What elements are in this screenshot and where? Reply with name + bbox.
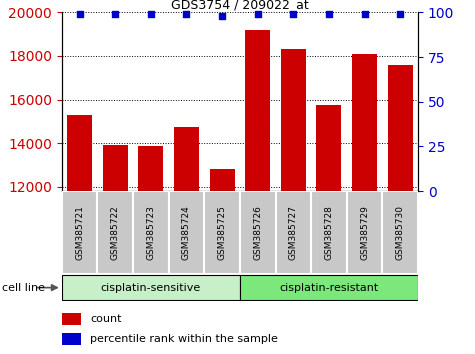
Text: GSM385721: GSM385721 (75, 205, 84, 260)
Bar (276, 191, 311, 274)
Point (147, 11, 155, 17)
Point (254, 11, 261, 17)
Text: cell line: cell line (2, 282, 46, 293)
Point (111, 11, 119, 17)
Point (218, 13, 226, 19)
Bar (97, 191, 133, 274)
Point (289, 11, 297, 17)
Bar (245, 30, 270, 191)
Bar (138, 147, 163, 191)
Text: percentile rank within the sample: percentile rank within the sample (90, 335, 278, 344)
Bar (352, 54, 377, 191)
Point (361, 11, 369, 17)
Bar (204, 191, 240, 274)
Bar (169, 191, 204, 274)
Point (182, 11, 190, 17)
Bar (62, 333, 81, 345)
Text: GSM385725: GSM385725 (218, 205, 227, 260)
Bar (316, 105, 342, 191)
Text: GSM385724: GSM385724 (182, 205, 191, 260)
Text: GSM385729: GSM385729 (360, 205, 369, 260)
Text: GSM385730: GSM385730 (396, 205, 405, 260)
Text: GSM385723: GSM385723 (146, 205, 155, 260)
Text: GSM385727: GSM385727 (289, 205, 298, 260)
Bar (103, 145, 128, 191)
Bar (311, 191, 347, 274)
Bar (281, 50, 306, 191)
Bar (62, 191, 97, 274)
Bar (174, 127, 199, 191)
Text: GSM385728: GSM385728 (324, 205, 333, 260)
Bar (240, 275, 418, 300)
Bar (133, 191, 169, 274)
Title: GDS3754 / 209022_at: GDS3754 / 209022_at (171, 0, 309, 11)
Text: cisplatin-sensitive: cisplatin-sensitive (101, 282, 201, 293)
Point (76, 11, 84, 17)
Text: GSM385726: GSM385726 (253, 205, 262, 260)
Bar (209, 169, 235, 191)
Bar (67, 115, 92, 191)
Point (325, 11, 332, 17)
Bar (388, 65, 413, 191)
Text: cisplatin-resistant: cisplatin-resistant (279, 282, 379, 293)
Text: count: count (90, 314, 122, 324)
Bar (62, 275, 240, 300)
Bar (347, 191, 382, 274)
Bar (382, 191, 418, 274)
Bar (240, 191, 276, 274)
Point (396, 11, 404, 17)
Text: GSM385722: GSM385722 (111, 205, 120, 260)
Bar (62, 313, 81, 325)
